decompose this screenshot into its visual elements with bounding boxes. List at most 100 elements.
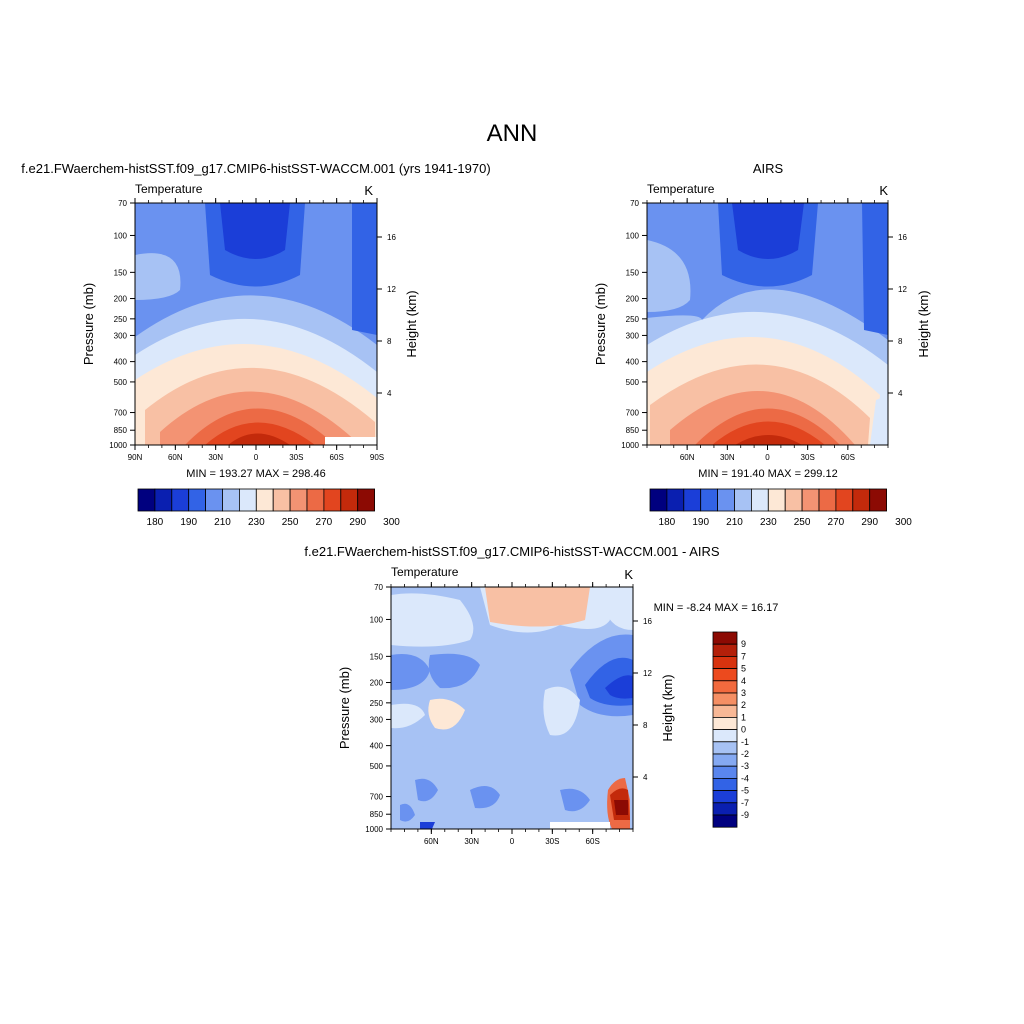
x-tick-label: 60N (424, 837, 439, 846)
y2-axis-label: Height (km) (660, 674, 675, 741)
colorbar-swatch (306, 488, 325, 512)
y-tick-label: 1000 (621, 441, 639, 450)
axis-ticks: 70 100 150 200 250 300 400 500 700 850 1000 4 8 12 16 6… (365, 582, 652, 846)
colorbar-label: 4 (741, 676, 746, 686)
min-max-stats: MIN = 193.27 MAX = 298.46 (186, 468, 325, 480)
colorbar-swatch (238, 488, 257, 512)
y-tick-label: 150 (114, 268, 128, 277)
min-max-stats: MIN = -8.24 MAX = 16.17 (654, 602, 779, 614)
colorbar-swatch (712, 668, 738, 682)
colorbar-label: 0 (741, 725, 746, 735)
y-tick-label: 300 (114, 331, 128, 340)
y-tick-label: 400 (370, 742, 384, 751)
y-tick-label: 100 (370, 615, 384, 624)
y-tick-label: 150 (370, 652, 384, 661)
colorbar-swatch (712, 692, 738, 706)
colorbar-swatch (869, 488, 888, 512)
y-tick-label: 70 (374, 583, 383, 592)
colorbar-swatch (767, 488, 786, 512)
colorbar-label: 1 (741, 712, 746, 722)
y-tick-label: 500 (626, 378, 640, 387)
colorbar-label: 210 (214, 517, 231, 528)
axis-ticks: 70 100 150 200 250 300 400 500 700 850 1000 4 8 12 16 9… (109, 198, 396, 462)
y-axis-label: Pressure (mb) (593, 283, 608, 365)
colorbar-label: 290 (861, 517, 878, 528)
colorbar-swatch (712, 729, 738, 743)
panel-difference: f.e21.FWaerchem-histSST.f09_g17.CMIP6-hi… (304, 544, 778, 846)
colorbar-swatch (801, 488, 820, 512)
colorbar-swatch (734, 488, 752, 512)
colorbar-label: 270 (316, 517, 333, 528)
y2-tick-label: 16 (643, 617, 652, 626)
y2-tick-label: 16 (387, 233, 396, 242)
y2-tick-label: 12 (387, 285, 396, 294)
y-tick-label: 300 (626, 331, 640, 340)
y2-tick-label: 8 (643, 721, 648, 730)
colorbar-swatch (712, 753, 738, 767)
colorbar-swatch (835, 488, 854, 512)
variable-label: Temperature (135, 182, 203, 196)
colorbar-swatch (818, 488, 837, 512)
y-axis-label: Pressure (mb) (337, 667, 352, 749)
y-tick-label: 1000 (365, 825, 383, 834)
colorbar-swatch (712, 717, 738, 731)
colorbar-swatch (712, 778, 738, 792)
x-tick-label: 0 (765, 453, 770, 462)
y-tick-label: 400 (114, 358, 128, 367)
y2-axis-label: Height (km) (916, 290, 931, 357)
x-tick-label: 60S (841, 453, 855, 462)
panel-title: AIRS (753, 161, 784, 176)
y-tick-label: 200 (626, 295, 640, 304)
colorbar-swatch (272, 488, 291, 512)
x-tick-label: 60N (680, 453, 695, 462)
y2-tick-label: 12 (898, 285, 907, 294)
colorbar-swatch (700, 488, 719, 512)
contour-field (391, 587, 633, 829)
colorbar-swatch (205, 488, 223, 512)
y2-tick-label: 4 (387, 389, 392, 398)
colorbar: 180 190 210 230 250 270 290 300 (649, 488, 912, 528)
colorbar-label: 190 (180, 517, 197, 528)
colorbar-label: 300 (383, 517, 400, 528)
colorbar-swatch (171, 488, 190, 512)
contour-field (135, 203, 377, 445)
colorbar-label: -3 (741, 761, 749, 771)
colorbar-swatch (222, 488, 240, 512)
x-tick-label: 90N (128, 453, 143, 462)
min-max-stats: MIN = 191.40 MAX = 299.12 (698, 468, 837, 480)
colorbar-swatch (649, 488, 668, 512)
y2-tick-label: 12 (643, 669, 652, 678)
colorbar-label: 230 (760, 517, 777, 528)
axis-ticks: 70 100 150 200 250 300 400 500 700 850 1000 4 8 12 16 6… (621, 198, 907, 462)
colorbar-swatch (712, 656, 738, 670)
colorbar-label: 250 (282, 517, 299, 528)
colorbar-swatch (666, 488, 685, 512)
colorbar-swatch (712, 790, 738, 804)
colorbar-label: 270 (828, 517, 845, 528)
colorbar-label: 3 (741, 688, 746, 698)
colorbar-swatch (712, 643, 738, 657)
colorbar-label: -2 (741, 749, 749, 759)
panel-title: f.e21.FWaerchem-histSST.f09_g17.CMIP6-hi… (304, 544, 720, 559)
y-tick-label: 400 (626, 358, 640, 367)
colorbar: 9 7 5 4 3 2 1 0 -1 -2 -3 -4 -5 -7 -9 (712, 631, 749, 828)
colorbar-swatch (188, 488, 206, 512)
y-tick-label: 850 (114, 426, 128, 435)
panel-model: f.e21.FWaerchem-histSST.f09_g17.CMIP6-hi… (21, 161, 490, 528)
colorbar-swatch (340, 488, 359, 512)
panel-airs: AIRS Temperature K 70 100 150 200 250 300 400 5… (593, 161, 931, 528)
x-tick-label: 30S (801, 453, 815, 462)
x-tick-label: 30N (720, 453, 735, 462)
colorbar-label: 180 (659, 517, 676, 528)
colorbar-swatch (784, 488, 803, 512)
y-tick-label: 300 (370, 715, 384, 724)
y-tick-label: 500 (114, 378, 128, 387)
contour-field (647, 203, 888, 445)
y-tick-label: 200 (114, 295, 128, 304)
y-tick-label: 100 (626, 231, 640, 240)
y2-tick-label: 8 (898, 337, 903, 346)
y-tick-label: 250 (626, 315, 640, 324)
panel-title: f.e21.FWaerchem-histSST.f09_g17.CMIP6-hi… (21, 161, 490, 176)
y-tick-label: 850 (626, 426, 640, 435)
